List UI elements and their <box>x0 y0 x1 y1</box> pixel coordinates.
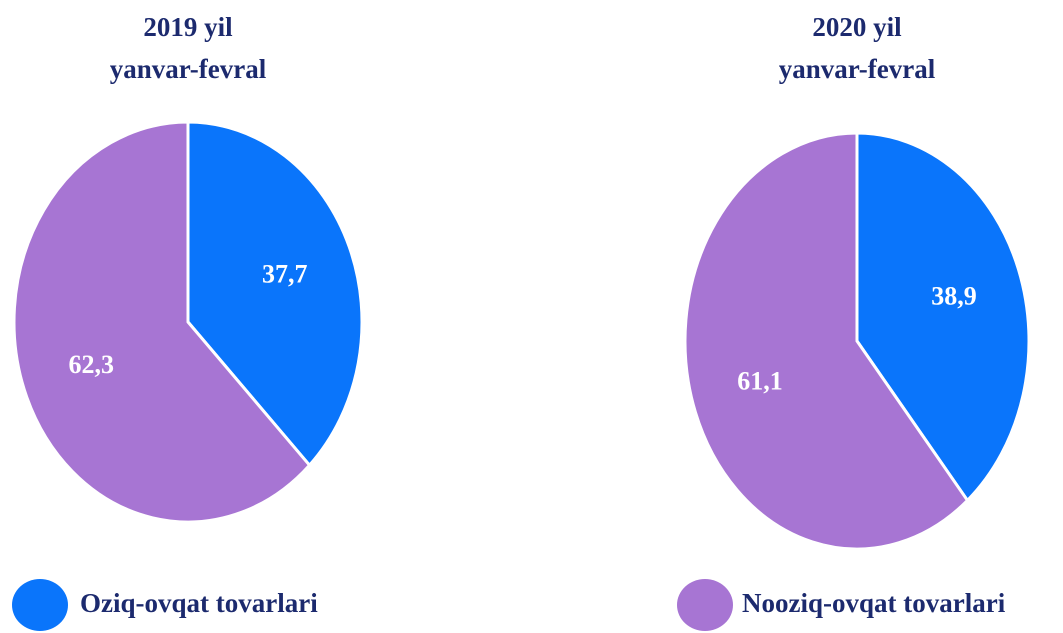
pie-slice <box>12 120 312 524</box>
chart-title: 2020 yil <box>812 12 902 42</box>
legend-label: Oziq-ovqat tovarlari <box>80 588 318 618</box>
value-label: 61,1 <box>737 367 783 396</box>
legend-swatch <box>12 579 68 631</box>
legend-label: Nooziq-ovqat tovarlari <box>742 588 1006 618</box>
pie-slice <box>855 131 1031 503</box>
value-label: 38,9 <box>931 281 977 310</box>
value-label: 62,3 <box>69 350 115 379</box>
pie-slice <box>683 131 970 551</box>
legend-swatch <box>677 579 733 631</box>
chart-title: 2019 yil <box>143 12 233 42</box>
value-label: 37,7 <box>262 260 308 289</box>
chart-subtitle: yanvar-fevral <box>110 54 267 84</box>
pie-slice <box>186 120 364 468</box>
chart-subtitle: yanvar-fevral <box>779 54 936 84</box>
